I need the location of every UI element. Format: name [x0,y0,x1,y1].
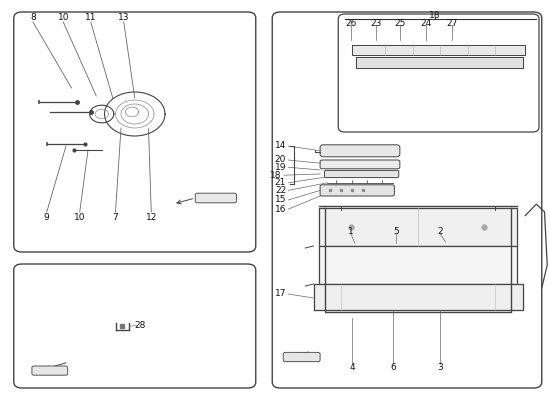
Text: 10: 10 [74,214,85,222]
FancyBboxPatch shape [320,185,394,196]
Text: 24: 24 [421,19,432,28]
Polygon shape [314,284,522,310]
Text: 10: 10 [58,14,69,22]
Text: 20: 20 [275,156,286,164]
Text: 6: 6 [390,363,396,372]
FancyBboxPatch shape [14,264,256,388]
Text: 18: 18 [429,12,440,20]
FancyBboxPatch shape [320,160,400,169]
Text: 25: 25 [395,19,406,28]
Text: 7: 7 [113,214,118,222]
FancyBboxPatch shape [14,12,256,252]
Text: 13: 13 [118,14,129,22]
Text: 23: 23 [370,19,381,28]
Text: 14: 14 [275,142,286,150]
Polygon shape [356,57,522,68]
Text: eurospares: eurospares [88,319,176,333]
Text: 26: 26 [345,19,356,28]
Text: 9: 9 [44,214,50,222]
Text: 1: 1 [348,228,354,236]
FancyBboxPatch shape [272,12,542,388]
Text: 21: 21 [275,178,286,187]
Polygon shape [352,45,525,55]
Text: 19: 19 [275,163,286,172]
FancyBboxPatch shape [338,14,539,132]
Polygon shape [319,246,517,284]
Text: 4: 4 [349,363,355,372]
FancyBboxPatch shape [320,145,400,157]
FancyBboxPatch shape [283,352,320,362]
Text: 27: 27 [447,19,458,28]
Text: 22: 22 [275,186,286,195]
Text: 12: 12 [146,214,157,222]
Text: 8: 8 [30,14,36,22]
Text: 5: 5 [393,228,399,236]
Text: 17: 17 [275,290,286,298]
FancyBboxPatch shape [195,193,236,203]
Polygon shape [319,208,517,246]
Text: 2: 2 [437,228,443,236]
Text: eurospares: eurospares [400,64,480,76]
Text: 16: 16 [275,205,286,214]
Text: 3: 3 [437,363,443,372]
FancyBboxPatch shape [32,366,68,375]
Text: 11: 11 [85,14,96,22]
Text: 28: 28 [135,321,146,330]
Text: 18: 18 [271,171,282,180]
FancyBboxPatch shape [324,170,399,178]
Text: 15: 15 [275,196,286,204]
Text: eurospares: eurospares [348,224,444,240]
Text: eurospares: eurospares [62,104,158,120]
